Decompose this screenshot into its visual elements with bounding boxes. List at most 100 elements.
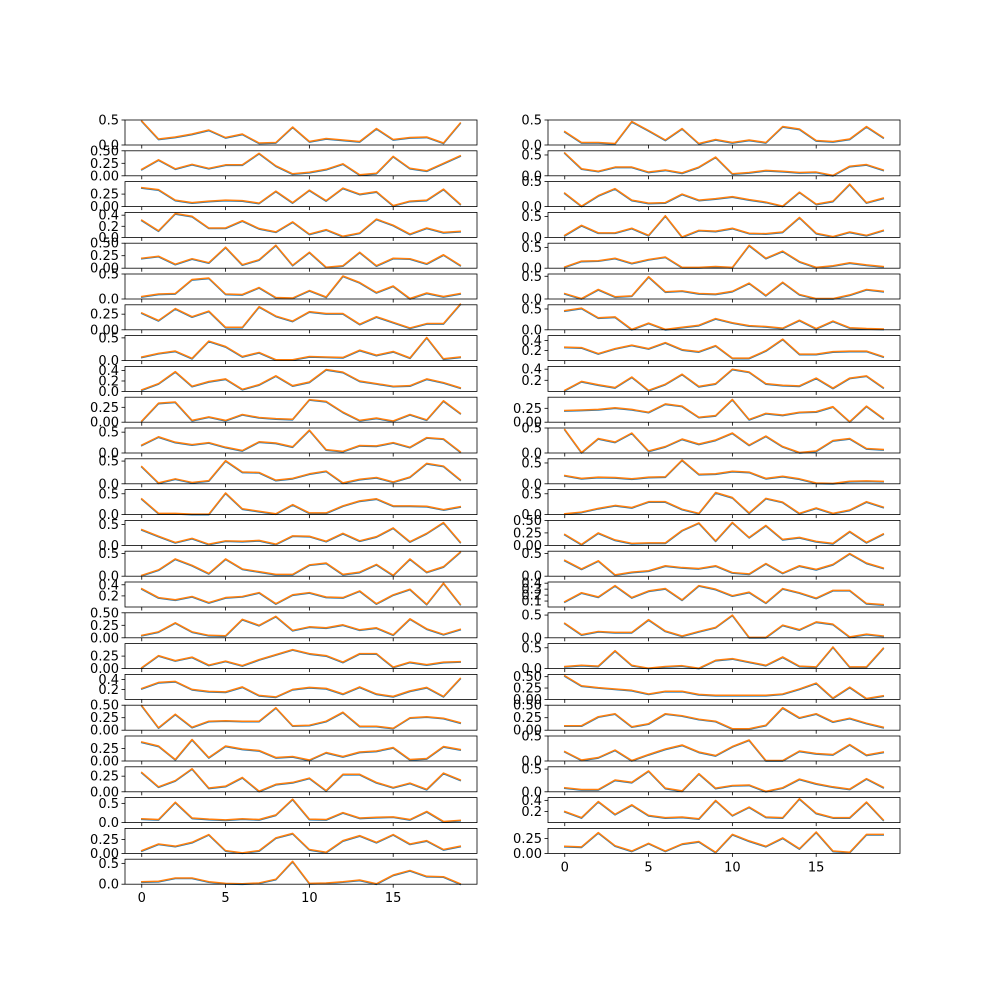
series-line-2	[563, 151, 885, 177]
series-line-2	[563, 368, 885, 392]
y-tick-label: 0.25	[90, 833, 119, 848]
subplot-frame	[547, 150, 901, 177]
subplot-frame	[124, 181, 478, 208]
subplot-c1-r19: 0.20.4	[98, 673, 478, 703]
y-tick-label: 0.5	[521, 148, 542, 163]
subplot-frame	[547, 242, 901, 269]
subplot-c1-r16: 0.20.4	[98, 578, 478, 611]
subplot-c1-r7: 0.000.25	[90, 303, 478, 338]
series-line-2	[140, 677, 462, 698]
series-line-2	[140, 398, 462, 423]
subplot-frame	[124, 581, 478, 608]
y-tick-label: 0.5	[98, 426, 119, 441]
subplot-c2-r22: 0.00.5	[521, 763, 901, 800]
series-line-2	[140, 615, 462, 637]
subplot-c1-r9: 0.00.20.4	[98, 364, 478, 400]
series-line-2	[563, 797, 885, 821]
y-tick-label: 0.00	[90, 724, 119, 739]
y-tick-label: 0.0	[521, 477, 542, 492]
y-tick-label: 0.5	[521, 609, 542, 624]
y-tick-label: 0.00	[513, 847, 542, 862]
y-tick-label: 0.5	[521, 302, 542, 317]
y-tick-label: 0.0	[521, 262, 542, 277]
y-tick-label: 0.0	[98, 539, 119, 554]
subplot-c1-r5: 0.000.250.50	[90, 237, 478, 277]
subplot-c1-r25: 0.0 0.5 0 5 10 15	[98, 857, 478, 906]
y-tick-label: 0.0	[521, 293, 542, 308]
subplot-c1-r18: 0.000.25	[90, 643, 478, 677]
subplot-frame	[547, 520, 901, 546]
subplot-c2-r6: 0.0 0.5	[521, 270, 901, 308]
y-tick-label: 0.0	[521, 200, 542, 215]
subplot-c2-r13: 0.00.5	[521, 487, 901, 523]
y-tick-label: 0.0	[98, 570, 119, 585]
series-line-2	[140, 275, 462, 300]
subplot-frame	[547, 643, 901, 669]
y-tick-label: 0.0	[98, 508, 119, 523]
y-tick-label: 0.5	[521, 641, 542, 656]
y-tick-label: 0.5	[98, 797, 119, 812]
y-tick-label: 0.4	[98, 209, 119, 224]
subplot-c2-r9: 0.20.4	[521, 363, 901, 395]
subplot-frame	[124, 612, 478, 639]
subplot-frame	[124, 427, 478, 454]
series-line-2	[140, 244, 462, 268]
y-tick-label: 0.0	[98, 354, 119, 369]
series-line-2	[140, 738, 462, 761]
subplot-frame	[124, 674, 478, 700]
series-line-2	[563, 646, 885, 669]
y-tick-label: 0.0	[521, 662, 542, 677]
y-tick-label: 0.00	[513, 416, 542, 431]
y-tick-label: 0.5	[98, 547, 119, 562]
subplot-frame	[124, 242, 478, 269]
subplot-frame	[547, 273, 901, 300]
y-tick-label: 0.5	[521, 487, 542, 502]
y-tick-label: 0.0	[98, 816, 119, 831]
series-line-2	[140, 368, 462, 391]
y-tick-label: 0.5	[521, 114, 542, 129]
subplot-frame	[124, 858, 478, 885]
subplot-frame	[124, 273, 478, 300]
series-line-2	[140, 429, 462, 453]
y-tick-label: 0.50	[513, 514, 542, 529]
y-tick-label: 0.00	[513, 724, 542, 739]
series-line-2	[140, 860, 462, 885]
y-tick-label: 0.5	[521, 456, 542, 471]
y-tick-label: 0.0	[98, 477, 119, 492]
subplot-frame	[124, 119, 478, 146]
y-tick-label: 0.00	[90, 169, 119, 184]
y-tick-label: 0.0	[98, 878, 119, 893]
y-tick-label: 0.4	[521, 334, 542, 349]
y-tick-label: 0.2	[521, 374, 542, 389]
y-tick-label: 0.0	[521, 785, 542, 800]
series-line-2	[563, 491, 885, 515]
series-line-2	[563, 120, 885, 145]
series-line-2	[563, 521, 885, 546]
y-tick-label: 0.5	[98, 331, 119, 346]
series-line-2	[140, 303, 462, 329]
y-tick-label: 0.25	[513, 526, 542, 541]
subplot-frame	[124, 704, 478, 731]
subplot-frame	[124, 211, 478, 238]
subplot-c2-r20: 0.000.250.50	[513, 699, 901, 739]
y-tick-label: 0.0	[98, 139, 119, 154]
y-tick-label: 0.5	[521, 422, 542, 437]
y-tick-label: 0.50	[90, 606, 119, 621]
series-line-2	[140, 551, 462, 577]
series-line-2	[563, 614, 885, 639]
series-line-2	[564, 706, 885, 730]
y-tick-label: 0.50	[90, 144, 119, 159]
y-tick-label: 0.25	[513, 832, 542, 847]
y-tick-label: 0.0	[521, 323, 542, 338]
subplot-c2-r16: 0.10.20.30.4	[521, 577, 901, 611]
y-tick-label: 0.0	[98, 385, 119, 400]
subplot-frame	[124, 458, 478, 485]
y-tick-label: 0.0	[521, 169, 542, 184]
y-tick-label: 0.50	[513, 670, 542, 685]
subplot-c1-r21: 0.000.25	[90, 735, 478, 770]
series-line-2	[140, 648, 462, 669]
subplot-c2-r3: 0.0 0.5	[521, 175, 901, 215]
y-tick-label: 0.0	[521, 231, 542, 246]
